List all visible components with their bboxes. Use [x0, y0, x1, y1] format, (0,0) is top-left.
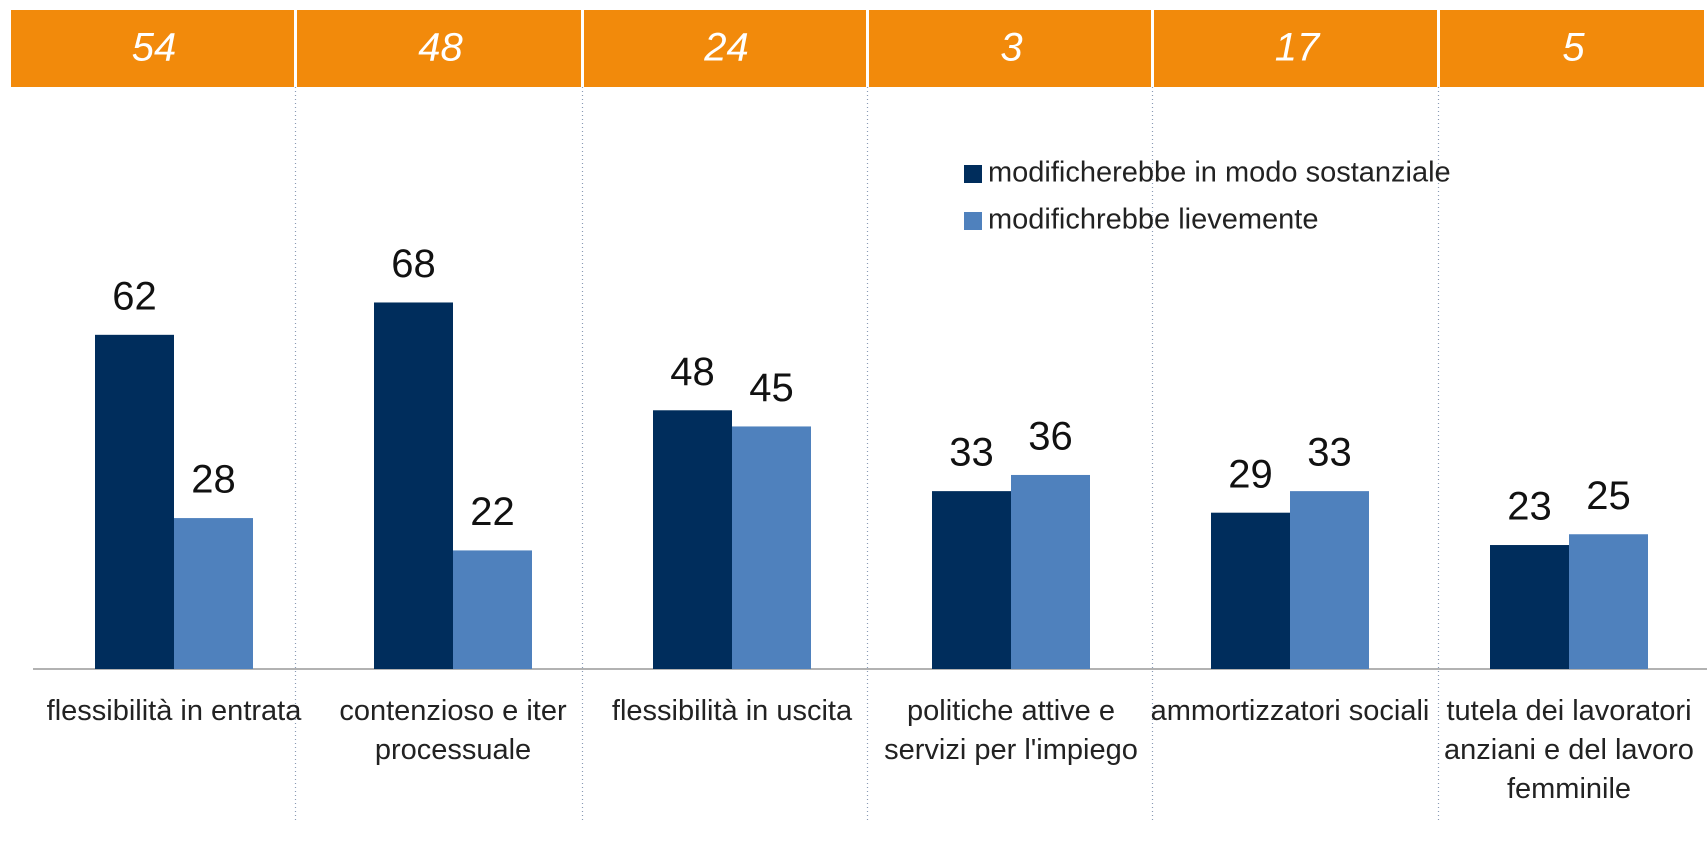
- legend-label: modificherebbe in modo sostanziale: [988, 157, 1451, 189]
- x-tick-label: flessibilità in entrata: [46, 695, 302, 727]
- header-cell: [869, 10, 1151, 87]
- value-label: 33: [949, 431, 994, 475]
- value-label: 22: [470, 490, 515, 534]
- bar: [732, 426, 811, 669]
- bar: [1290, 491, 1369, 669]
- header-value: 54: [132, 26, 177, 70]
- header-cell: [297, 10, 581, 87]
- legend-swatch: [964, 165, 982, 183]
- x-tick-label: tutela dei lavoratori anziani e del lavo…: [1444, 695, 1694, 805]
- value-label: 68: [391, 242, 436, 286]
- bar: [95, 334, 174, 669]
- header-cell: [584, 10, 866, 87]
- header-cell: [1154, 10, 1437, 87]
- header-value: 48: [418, 26, 463, 70]
- bar: [1211, 512, 1290, 669]
- header-cell: [1440, 10, 1704, 87]
- header-value: 5: [1562, 26, 1585, 70]
- legend-label: modifichrebbe lievemente: [988, 204, 1318, 236]
- value-label: 23: [1507, 485, 1552, 529]
- bar: [653, 410, 732, 669]
- bar: [374, 302, 453, 669]
- value-label: 48: [670, 350, 715, 394]
- legend-swatch: [964, 212, 982, 230]
- bar: [1569, 534, 1648, 669]
- value-label: 29: [1228, 452, 1273, 496]
- value-label: 45: [749, 366, 794, 410]
- x-tick-label: flessibilità in uscita: [611, 695, 853, 727]
- value-label: 28: [191, 458, 236, 502]
- bar: [453, 550, 532, 669]
- value-label: 33: [1307, 431, 1352, 475]
- header-cell: [11, 10, 294, 87]
- x-tick-label: politiche attive e servizi per l'impiego: [884, 695, 1138, 766]
- header-value: 3: [1000, 26, 1022, 70]
- header-value: 24: [703, 26, 749, 70]
- value-label: 36: [1028, 415, 1073, 459]
- bar: [1011, 474, 1090, 669]
- x-tick-label: ammortizzatori sociali: [1150, 695, 1430, 727]
- bar: [174, 518, 253, 669]
- value-label: 62: [112, 274, 157, 318]
- x-tick-label: contenzioso e iter processuale: [339, 695, 567, 766]
- header-value: 17: [1275, 26, 1321, 70]
- bar: [1490, 545, 1569, 669]
- value-label: 25: [1586, 474, 1631, 518]
- bar: [932, 491, 1011, 669]
